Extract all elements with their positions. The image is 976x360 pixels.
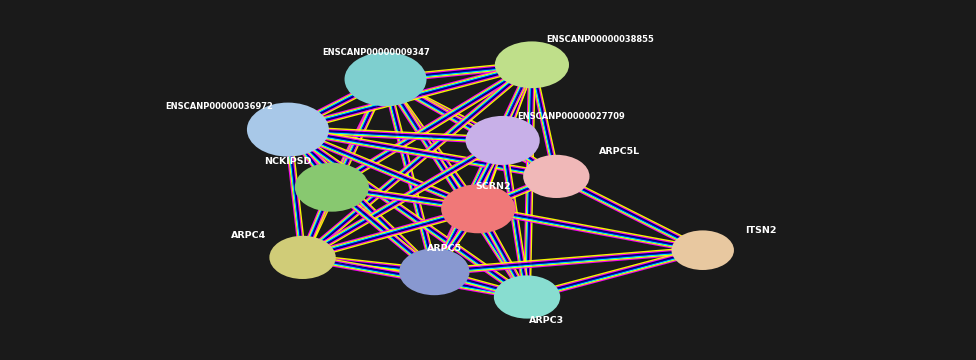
- Text: ARPC5L: ARPC5L: [599, 148, 640, 156]
- Ellipse shape: [399, 248, 469, 295]
- Ellipse shape: [494, 275, 560, 319]
- Ellipse shape: [247, 103, 329, 157]
- Text: SCRN2: SCRN2: [475, 182, 510, 191]
- Text: ITSN2: ITSN2: [746, 226, 777, 235]
- Text: ARPC4: ARPC4: [231, 231, 266, 240]
- Ellipse shape: [441, 184, 515, 233]
- Text: ARPC3: ARPC3: [529, 316, 564, 325]
- Ellipse shape: [523, 155, 590, 198]
- Text: ENSCANP00000038855: ENSCANP00000038855: [547, 35, 654, 44]
- Text: ENSCANP00000027709: ENSCANP00000027709: [517, 112, 625, 121]
- Text: NCKIPSD: NCKIPSD: [264, 157, 311, 166]
- Ellipse shape: [295, 163, 369, 212]
- Ellipse shape: [269, 236, 336, 279]
- Text: ENSCANP00000009347: ENSCANP00000009347: [322, 48, 429, 57]
- Ellipse shape: [495, 41, 569, 88]
- Text: ENSCANP00000036972: ENSCANP00000036972: [166, 102, 273, 111]
- Ellipse shape: [671, 230, 734, 270]
- Ellipse shape: [466, 116, 540, 165]
- Ellipse shape: [345, 52, 427, 106]
- Text: ARPC5: ARPC5: [427, 244, 462, 253]
